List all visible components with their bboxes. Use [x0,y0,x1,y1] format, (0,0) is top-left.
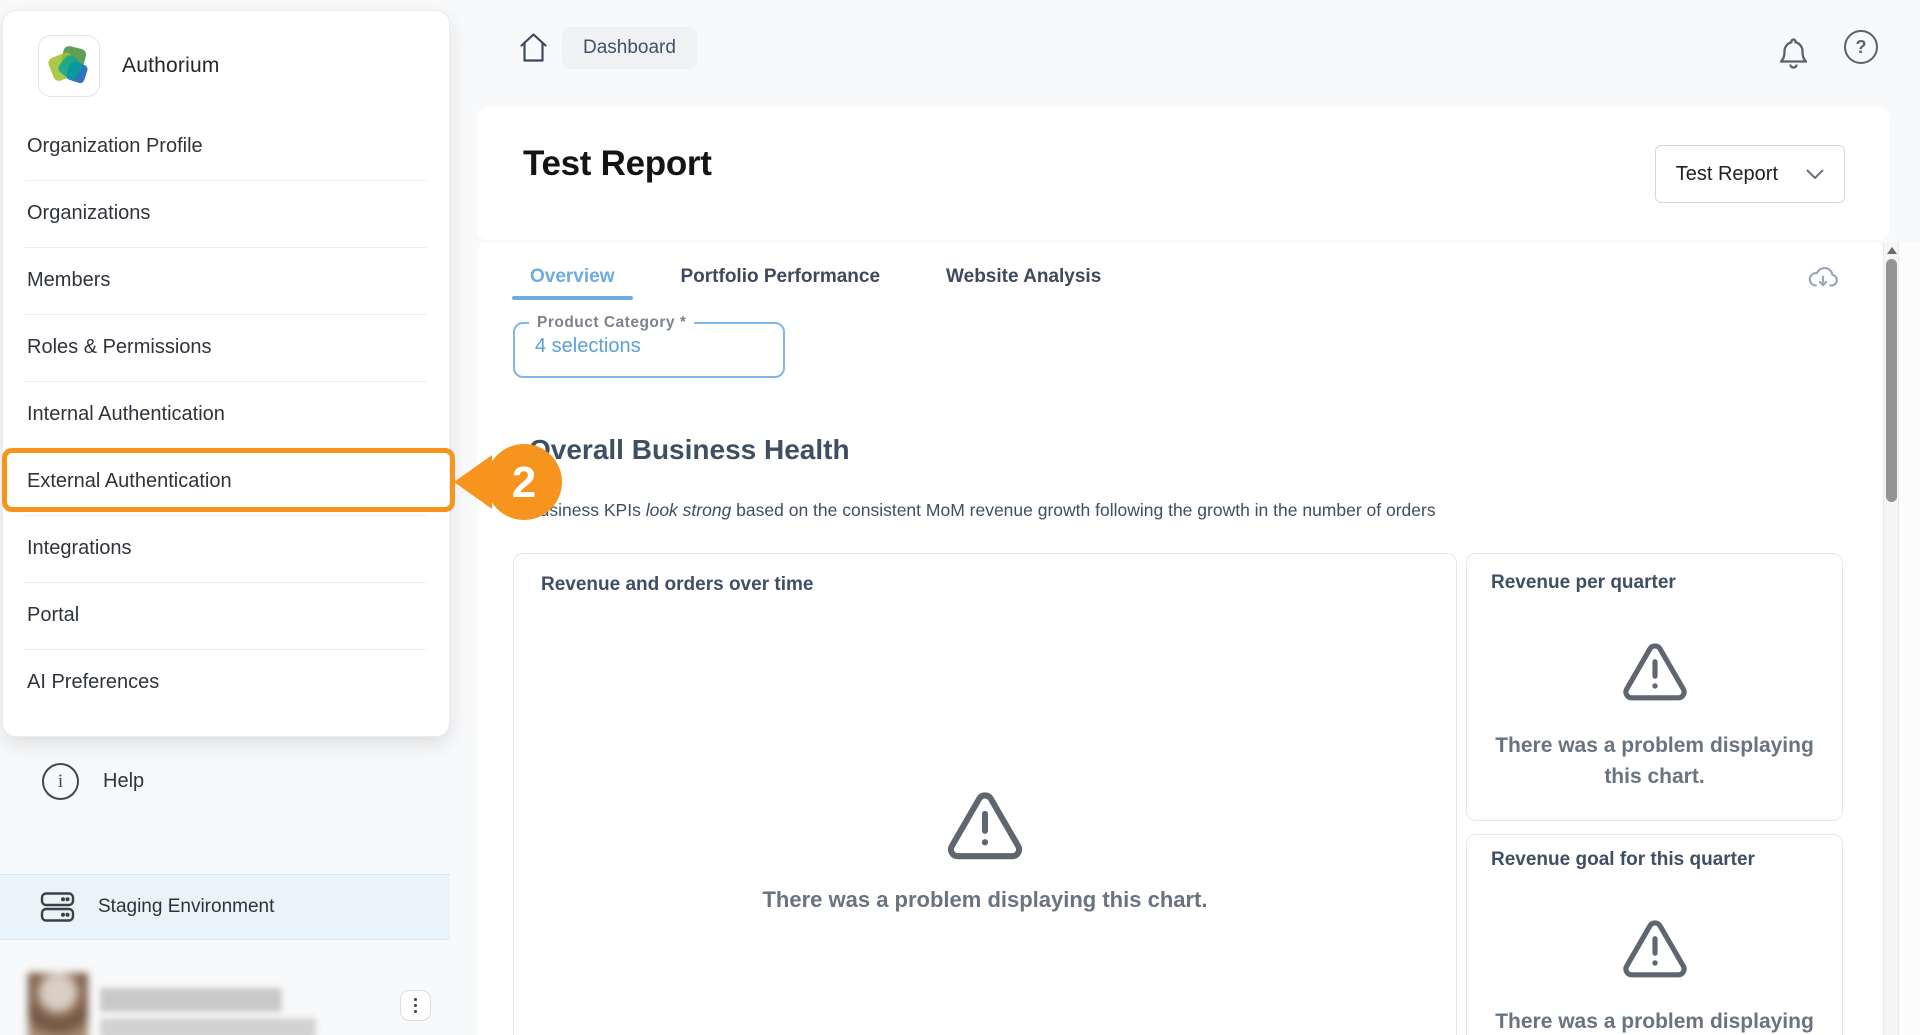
summary-prefix: Business KPIs [528,500,646,520]
chart-error-message: There was a problem displaying this char… [1495,734,1814,788]
home-icon[interactable] [519,32,548,63]
chart-card-revenue-orders: Revenue and orders over time There was a… [513,553,1457,1035]
product-category-value[interactable]: 4 selections [535,335,641,357]
page-title: Test Report [523,144,712,183]
annotation-step-badge: 2 [452,442,567,522]
dashboard-content-card: Overview Portfolio Performance Website A… [477,242,1883,1035]
brand: Authorium [3,11,449,113]
notifications-bell-icon[interactable] [1778,36,1809,70]
environment-banner: Staging Environment [0,874,450,940]
tab-website-analysis[interactable]: Website Analysis [946,266,1102,287]
breadcrumb[interactable]: Dashboard [562,27,697,69]
scroll-up-arrow-icon[interactable] [1887,247,1897,254]
info-icon: i [42,763,79,800]
help-circle-icon[interactable]: ? [1844,30,1878,64]
menu-item-organization-profile[interactable]: Organization Profile [27,135,203,157]
settings-menu-popover: Authorium Organization Profile Organizat… [2,10,450,737]
chart-error-message: There was a problem displaying this char… [1495,1010,1814,1033]
server-stack-icon [40,891,76,923]
summary-emphasis: look strong [645,500,732,520]
cloud-download-icon[interactable] [1807,264,1839,291]
tab-overview[interactable]: Overview [512,258,633,300]
report-selector-value: Test Report [1675,162,1778,185]
chart-card-revenue-per-quarter: Revenue per quarter There was a problem … [1466,553,1843,821]
warning-triangle-icon [946,791,1024,861]
warning-triangle-icon [1622,919,1688,979]
redacted-user-email [100,1018,316,1035]
menu-item-roles-permissions[interactable]: Roles & Permissions [3,314,449,381]
chart-title: Revenue goal for this quarter [1491,849,1755,870]
product-category-label: Product Category * [537,314,687,331]
help-row[interactable]: i Help [42,763,144,800]
sidebar: Authorium Organization Profile Organizat… [0,0,562,1035]
tab-portfolio-performance[interactable]: Portfolio Performance [680,266,881,287]
section-title: Overall Business Health [529,434,850,465]
menu-item-ai-preferences[interactable]: AI Preferences [3,649,449,716]
menu-item-members[interactable]: Members [3,247,449,314]
chart-error-message: There was a problem displaying this char… [762,887,1208,912]
section-summary: Business KPIs look strong based on the c… [528,500,1436,521]
menu-item-internal-authentication[interactable]: Internal Authentication [3,381,449,448]
user-row [0,965,450,1035]
charts-grid: Revenue and orders over time There was a… [513,553,1843,1035]
menu-item-external-authentication[interactable]: External Authentication [3,448,449,515]
chart-title: Revenue and orders over time [541,574,814,595]
report-header-card: Test Report Test Report [477,107,1889,240]
report-tabs: Overview Portfolio Performance Website A… [512,258,1149,300]
chevron-down-icon [1806,169,1824,179]
environment-label: Staging Environment [98,896,275,917]
settings-menu: Organization Profile Organizations Membe… [3,113,449,716]
chart-title: Revenue per quarter [1491,572,1676,593]
warning-triangle-icon [1622,642,1688,702]
annotation-step-number: 2 [512,458,536,507]
user-menu-button[interactable] [400,990,431,1021]
menu-item-integrations[interactable]: Integrations [3,515,449,582]
menu-item-portal[interactable]: Portal [3,582,449,649]
product-category-filter[interactable]: Product Category * 4 selections [513,314,785,378]
scrollbar-thumb[interactable] [1885,259,1897,502]
kebab-icon [414,998,417,1013]
report-selector-dropdown[interactable]: Test Report [1654,145,1845,203]
brand-name: Authorium [122,54,220,77]
avatar [28,973,88,1035]
side-charts-column: Revenue per quarter There was a problem … [1466,553,1843,1035]
redacted-user-name [100,988,282,1012]
authorium-logo-icon [38,35,100,97]
summary-suffix: based on the consistent MoM revenue grow… [731,500,1436,520]
right-gutter [1899,242,1920,1035]
help-label: Help [103,770,145,792]
menu-item-organizations[interactable]: Organizations [3,180,449,247]
chart-card-revenue-goal: Revenue goal for this quarter There was … [1466,834,1843,1035]
